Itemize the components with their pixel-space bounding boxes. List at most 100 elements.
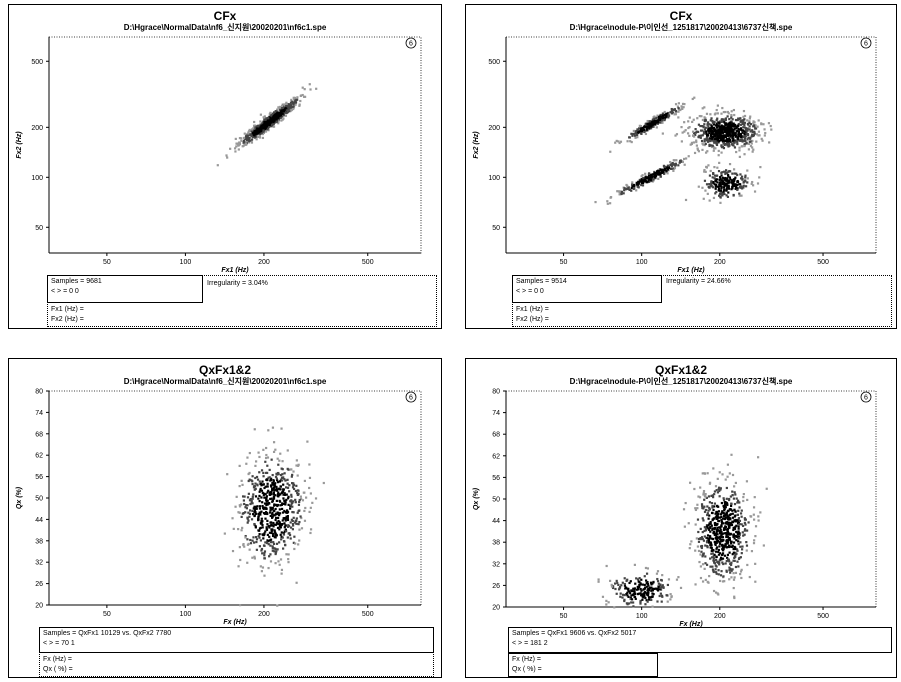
data-point [740,135,743,139]
data-point [646,593,649,596]
data-points [594,96,773,205]
data-point [728,140,731,143]
data-point [285,553,288,556]
x-tick-label: 50 [103,259,111,266]
data-point [234,150,237,153]
data-point [281,109,284,112]
data-point [278,114,281,117]
data-point [246,136,250,139]
y-tick-label: 32 [492,561,500,568]
x-tick-label: 200 [714,259,726,266]
data-point [258,134,261,137]
data-point [240,139,243,142]
data-point [259,123,262,126]
data-point [261,566,265,569]
data-point [645,181,648,184]
y-axis-label: Qx (%) [16,486,23,509]
data-point [274,120,277,123]
data-point [292,96,295,99]
data-point [717,487,720,491]
data-point [619,595,622,598]
data-point [730,521,733,525]
data-point [731,179,734,182]
data-point [289,537,292,540]
data-point [266,499,269,502]
data-point [265,511,268,514]
data-point [708,144,711,148]
badge-circle [405,391,417,403]
data-point [705,130,708,133]
data-point [253,485,256,488]
data-point [701,142,704,145]
data-point [746,138,749,141]
data-point [741,122,744,126]
data-point [290,475,293,478]
data-point [726,503,729,507]
data-point [746,181,749,184]
data-point [278,106,282,109]
data-point [238,464,241,467]
data-point [632,593,635,596]
data-point [253,509,257,512]
data-point [286,510,290,513]
data-point [725,486,728,490]
data-point [594,200,597,204]
data-point [710,183,713,186]
data-point [619,140,623,143]
data-point [652,581,655,584]
data-point [639,128,643,131]
data-point [731,509,734,512]
data-point [684,501,687,505]
data-point [696,147,699,150]
data-point [280,107,284,111]
data-point [717,149,720,153]
data-point [715,531,718,534]
y-tick-label: 74 [35,410,43,417]
data-point [744,176,747,179]
info-box: Samples = 9514 < > = 0 0 Irregularity = … [512,275,892,327]
data-point [752,506,756,509]
data-point [709,530,712,533]
data-point [245,139,249,142]
data-point [656,580,660,583]
data-point [309,88,312,91]
data-point [314,497,318,500]
data-point [246,496,250,499]
data-point [641,127,644,130]
data-point [248,451,251,455]
data-point [277,118,281,121]
chart-panel-qxfx-normal: QxFx1&2 D:\Hgrace\NormalData\nf6_신지원\200… [8,358,442,678]
data-point [706,138,710,141]
data-point [704,555,707,558]
data-point [253,541,256,544]
data-point [721,180,724,183]
data-point [253,132,256,135]
data-point [638,583,641,587]
data-point [723,181,726,185]
data-point [711,505,714,508]
data-point [723,128,726,131]
data-point [713,493,716,496]
data-point [681,131,684,134]
data-point [626,578,629,581]
data-point [658,118,661,121]
data-point [740,194,743,197]
data-point [621,581,624,584]
data-point [640,578,643,581]
data-point [734,565,738,569]
data-point [274,552,277,556]
data-point [737,535,741,538]
data-point [728,137,731,140]
data-point [743,517,746,520]
data-point [712,559,715,562]
data-point [721,561,724,564]
data-point [714,138,717,141]
data-point [255,536,258,539]
data-point [659,118,662,121]
data-point [265,526,268,529]
data-point [725,122,728,125]
data-point [292,524,295,527]
data-point [650,125,653,128]
data-point [762,544,765,547]
data-point [238,142,241,145]
